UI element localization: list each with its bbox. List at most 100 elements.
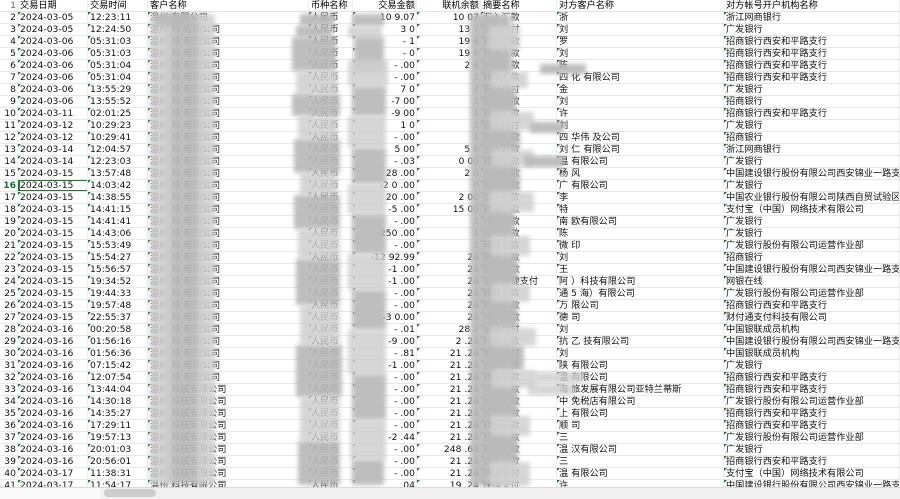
cell-date[interactable]: 2024-03-16 [17,419,88,432]
cell-date[interactable]: 2024-03-16 [17,323,88,336]
cell-currency[interactable]: 人民币 [308,239,353,252]
cell-summary[interactable]: 转账汇款 [480,383,557,396]
cell-currency[interactable]: 人民币 [308,371,353,384]
cell-summary[interactable]: 银联快捷支付 [480,275,557,288]
cell-summary[interactable]: 转账汇款 [480,335,557,348]
cell-counterparty[interactable]: 刘 [556,347,724,360]
cell-currency[interactable]: 人民币 [308,155,353,168]
cell-balance[interactable]: 21 .24 [416,467,481,480]
row-number[interactable]: 28 [0,323,18,336]
table-row[interactable]: 17 2024-03-15 14:38:55 温州 科 有限公司 人民币 20 .00 2 … [0,191,900,204]
cell-currency[interactable]: 人民币 [308,47,353,60]
row-number[interactable]: 2 [0,11,18,24]
cell-balance[interactable]: 10 07 [416,11,481,24]
cell-counterparty[interactable]: 通 5 海）有限公司 [556,287,724,300]
cell-time[interactable]: 12:07:54 [87,371,148,384]
cell-amount[interactable]: - .03 [352,155,417,168]
cell-summary[interactable]: 转账汇款 [480,395,557,408]
table-row[interactable]: 18 2024-03-15 14:41:15 温州 科 有限公司 人民币 -5 .00 15… [0,203,900,216]
cell-summary[interactable]: 转账汇款 [480,431,557,444]
cell-time[interactable]: 20:56:01 [87,455,148,468]
cell-amount[interactable]: -3 0.00 [352,311,417,324]
cell-time[interactable]: 22:55:37 [87,311,148,324]
cell-customer[interactable]: 温州 科技有限公司 [147,431,309,444]
cell-balance[interactable]: 2 0 [416,167,481,180]
row-number[interactable]: 21 [0,239,18,252]
cell-balance[interactable]: 1 [416,71,481,84]
cell-summary[interactable]: 银联代付 [480,119,557,132]
cell-customer[interactable]: 温州 科 有限公司 [147,239,309,252]
cell-currency[interactable]: 人民币 [308,383,353,396]
cell-currency[interactable]: 人民币 [308,419,353,432]
cell-time[interactable]: 12:23:03 [87,155,148,168]
cell-amount[interactable]: - 1 [352,35,417,48]
cell-customer[interactable]: 温州 科 有限公司 [147,155,309,168]
cell-time[interactable]: 05:31:03 [87,47,148,60]
cell-date[interactable]: 2024-03-12 [17,131,88,144]
cell-currency[interactable]: 人民币 [308,467,353,480]
cell-currency[interactable]: 人民币 [308,59,353,72]
cell-institution[interactable]: 招商银行西安和平路支行 [723,407,900,420]
cell-balance[interactable]: 21 .24 [416,395,481,408]
row-number[interactable]: 17 [0,191,18,204]
cell-institution[interactable]: 招商银行西安和平路支行 [723,35,900,48]
row-number[interactable]: 36 [0,419,18,432]
cell-date[interactable]: 2024-03-16 [17,443,88,456]
cell-time[interactable]: 11:38:31 [87,467,148,480]
column-header-counterparty[interactable]: 对方客户名称 [556,0,724,12]
cell-counterparty[interactable]: 德 司 [556,311,724,324]
table-row[interactable]: 39 2024-03-16 20:56:01 温州 科技有限公司 人民币 - .00 21 … [0,455,900,468]
cell-time[interactable]: 17:29:11 [87,419,148,432]
cell-customer[interactable]: 温州 科 有限公司 [147,179,309,192]
cell-counterparty[interactable]: 南 欧有限公司 [556,215,724,228]
row-number[interactable]: 16 [0,179,18,192]
cell-customer[interactable]: 温州 科 有限公司 [147,215,309,228]
cell-summary[interactable]: 快捷退款 [480,455,557,468]
cell-currency[interactable]: 人民币 [308,179,353,192]
cell-date[interactable]: 2024-03-16 [17,395,88,408]
cell-amount[interactable]: -1 .00 [352,263,417,276]
cell-time[interactable]: 19:34:52 [87,275,148,288]
cell-customer[interactable]: 温州 科 有限公司 [147,275,309,288]
cell-currency[interactable]: 人民币 [308,335,353,348]
cell-counterparty[interactable]: 刘 [556,119,724,132]
cell-summary[interactable]: 转账汇款 [480,287,557,300]
cell-time[interactable]: 05:31:03 [87,35,148,48]
cell-currency[interactable]: 人民币 [308,167,353,180]
cell-summary[interactable]: 银联代付 [480,323,557,336]
cell-counterparty[interactable]: 刘 [556,323,724,336]
cell-counterparty[interactable]: 特 [556,203,724,216]
cell-balance[interactable]: 5 6 [416,143,481,156]
cell-summary[interactable]: 银联代付 [480,23,557,36]
cell-date[interactable]: 2024-03-15 [17,311,88,324]
cell-date[interactable]: 2024-03-15 [17,263,88,276]
cell-customer[interactable]: 温州 科 有限公司 [147,23,309,36]
row-number[interactable]: 11 [0,119,18,132]
cell-institution[interactable]: 招商银行西安和平路支行 [723,383,900,396]
cell-institution[interactable]: 广发银行 [723,215,900,228]
cell-currency[interactable]: 人民币 [308,275,353,288]
table-row[interactable]: 32 2024-03-16 12:07:54 温州 科 有限公司 人民币 - .00 21 … [0,371,900,384]
cell-institution[interactable]: 广发银行 [723,155,900,168]
cell-date[interactable]: 2024-03-15 [17,239,88,252]
cell-date[interactable]: 2024-03-06 [17,71,88,84]
cell-institution[interactable]: 中国银联成员机构 [723,323,900,336]
row-number[interactable]: 1 [0,0,18,12]
column-header-balance[interactable]: 联机余额 [416,0,481,12]
cell-currency[interactable]: 人民币 [308,215,353,228]
cell-counterparty[interactable]: 刘 [556,95,724,108]
cell-date[interactable]: 2024-03-16 [17,371,88,384]
cell-counterparty[interactable]: 刘 [556,47,724,60]
cell-customer[interactable]: 温州 科技有限公司 [147,407,309,420]
cell-summary[interactable]: 汇入汇款 [480,167,557,180]
cell-institution[interactable]: 网银在线 [723,275,900,288]
cell-date[interactable]: 2024-03-16 [17,359,88,372]
cell-balance[interactable]: 24 [416,299,481,312]
cell-summary[interactable]: 转账汇款 [480,311,557,324]
cell-amount[interactable]: - .00 [352,407,417,420]
table-row[interactable]: 4 2024-03-06 05:31:03 温州 科 有限公司 人民币 - 1 19 6 转账… [0,35,900,48]
cell-customer[interactable]: 温州 科 有限公司 [147,251,309,264]
table-row[interactable]: 33 2024-03-16 13:44:04 温州 科技有限公司 人民币 - .00 21 … [0,383,900,396]
